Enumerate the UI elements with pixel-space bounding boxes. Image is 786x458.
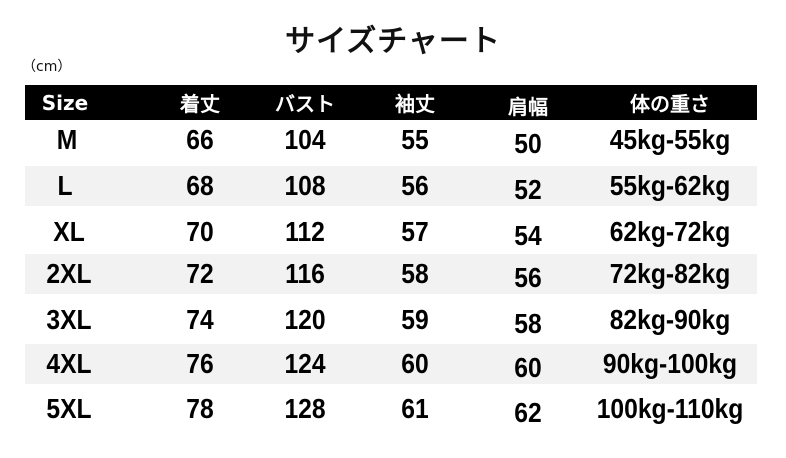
cell-sleeve: 55: [401, 124, 429, 155]
header-bust: バスト: [275, 92, 335, 116]
cell-weight: 82kg-90kg: [609, 304, 731, 335]
cell-weight: 72kg-82kg: [609, 258, 731, 289]
table-row: 5XL 78 128 61 62 100kg-110kg: [25, 389, 757, 429]
cell-bust: 116: [285, 258, 325, 289]
cell-sleeve: 56: [401, 170, 429, 201]
cell-length: 68: [186, 170, 214, 201]
table-row: L 68 108 56 52 55kg-62kg: [25, 166, 757, 206]
cell-length: 70: [186, 216, 214, 247]
cell-weight: 90kg-100kg: [602, 348, 738, 379]
table-row: 3XL 74 120 59 58 82kg-90kg: [25, 300, 757, 340]
cell-weight: 45kg-55kg: [609, 124, 731, 155]
cell-size: M: [56, 124, 78, 155]
cell-length: 74: [186, 304, 214, 335]
cell-size: L: [57, 170, 73, 201]
cell-weight: 55kg-62kg: [609, 170, 731, 201]
cell-bust: 128: [284, 393, 326, 424]
cell-sleeve: 58: [401, 258, 429, 289]
cell-length: 66: [186, 124, 214, 155]
cell-sleeve: 59: [401, 304, 429, 335]
header-size: Size: [41, 90, 89, 115]
table-header: Size 着丈 バスト 袖丈 肩幅 体の重さ: [25, 85, 757, 120]
table-row: 4XL 76 124 60 60 90kg-100kg: [25, 344, 757, 384]
cell-shoulder: 54: [514, 220, 542, 251]
cell-shoulder: 62: [514, 397, 542, 428]
cell-weight: 62kg-72kg: [609, 216, 731, 247]
page-title: サイズチャート: [285, 24, 501, 59]
header-shoulder: 肩幅: [508, 95, 548, 119]
cell-shoulder: 52: [514, 174, 542, 205]
cell-bust: 112: [285, 216, 325, 247]
cell-length: 72: [186, 258, 214, 289]
cell-size: 5XL: [46, 393, 92, 424]
cell-size: XL: [53, 216, 85, 247]
cell-length: 76: [186, 348, 214, 379]
table-row: XL 70 112 57 54 62kg-72kg: [25, 212, 757, 252]
cell-size: 3XL: [46, 304, 92, 335]
cell-bust: 104: [284, 124, 326, 155]
cell-shoulder: 50: [514, 128, 542, 159]
cell-size: 4XL: [46, 348, 92, 379]
cell-sleeve: 60: [401, 348, 429, 379]
cell-length: 78: [186, 393, 214, 424]
cell-bust: 120: [284, 304, 326, 335]
cell-weight: 100kg-110kg: [596, 393, 744, 424]
cell-shoulder: 58: [514, 308, 542, 339]
cell-shoulder: 60: [514, 352, 542, 383]
cell-size: 2XL: [46, 258, 92, 289]
cell-bust: 124: [284, 348, 326, 379]
table-row: 2XL 72 116 58 56 72kg-82kg: [25, 254, 757, 294]
header-sleeve: 袖丈: [395, 92, 435, 116]
table-row: M 66 104 55 50 45kg-55kg: [25, 120, 757, 160]
cell-bust: 108: [284, 170, 326, 201]
cell-sleeve: 61: [401, 393, 429, 424]
header-length: 着丈: [180, 92, 220, 116]
unit-label: （cm）: [22, 59, 72, 75]
cell-shoulder: 56: [514, 262, 542, 293]
header-weight: 体の重さ: [630, 92, 710, 116]
cell-sleeve: 57: [401, 216, 429, 247]
